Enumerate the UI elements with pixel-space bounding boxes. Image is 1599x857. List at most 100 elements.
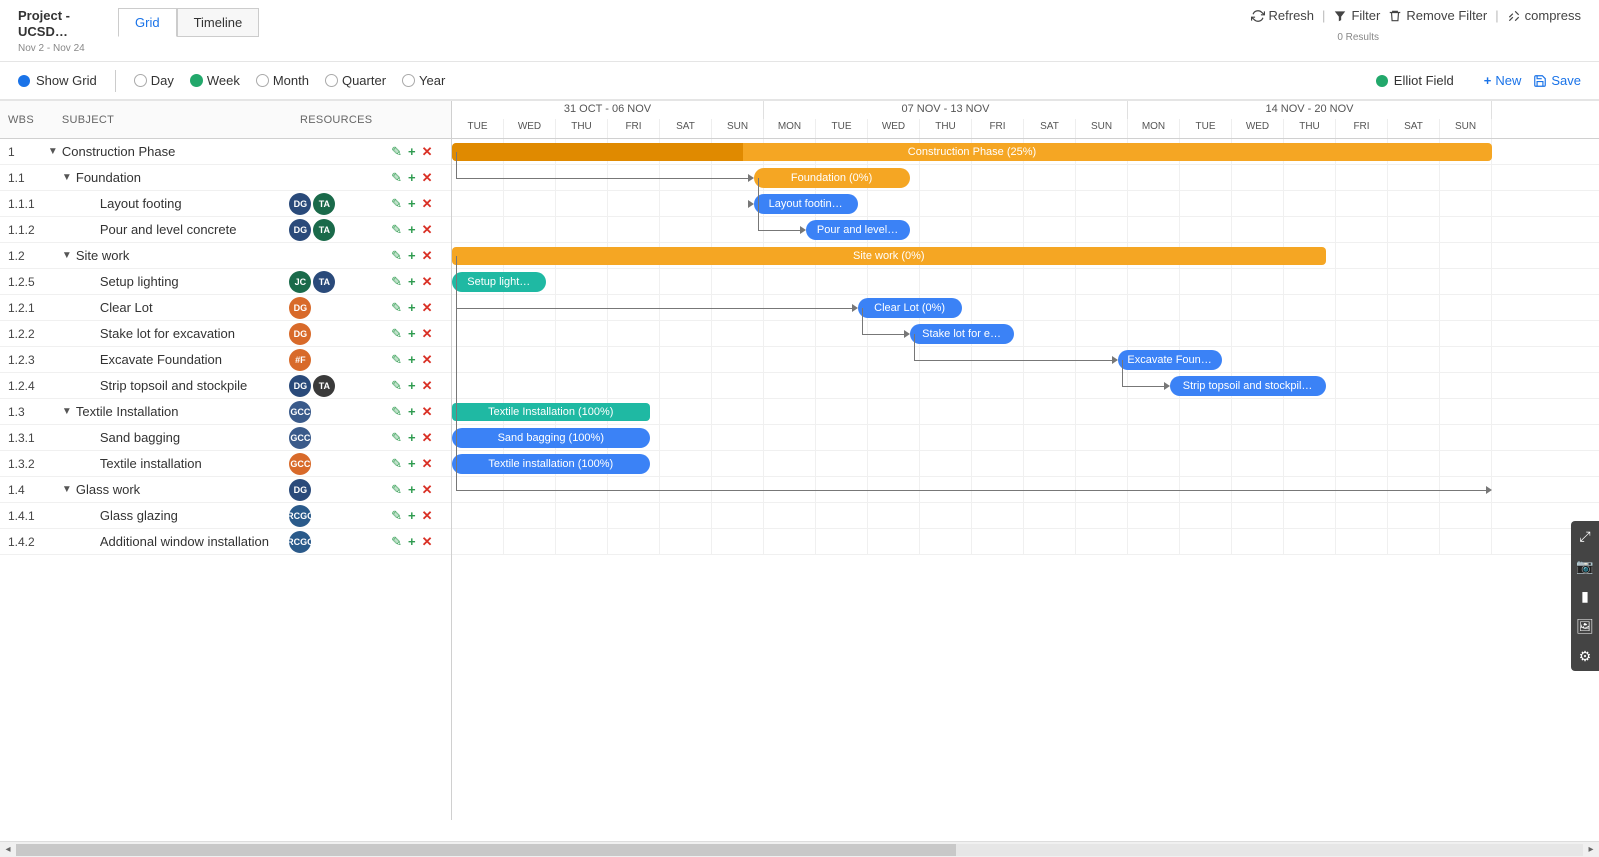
edit-row-icon[interactable]: ✎ <box>391 482 402 498</box>
edit-row-icon[interactable]: ✎ <box>391 144 402 160</box>
add-row-icon[interactable]: + <box>408 196 416 211</box>
del-row-icon[interactable]: ✕ <box>422 534 433 550</box>
add-row-icon[interactable]: + <box>408 222 416 237</box>
del-row-icon[interactable]: ✕ <box>422 508 433 524</box>
add-row-icon[interactable]: + <box>408 534 416 549</box>
del-row-icon[interactable]: ✕ <box>422 300 433 316</box>
grid-row[interactable]: 1.4.2Additional window installationRCGC✎… <box>0 529 451 555</box>
resource-chip[interactable]: DG <box>289 219 311 241</box>
caret-icon[interactable]: ▼ <box>62 484 72 495</box>
grid-row[interactable]: 1.1.2Pour and level concreteDGTA✎+✕ <box>0 217 451 243</box>
scroll-right-icon[interactable]: ▸ <box>1583 844 1599 855</box>
new-button[interactable]: + New <box>1484 73 1522 88</box>
grid-row[interactable]: 1.2.1Clear LotDG✎+✕ <box>0 295 451 321</box>
grid-row[interactable]: 1.4▼Glass workDG✎+✕ <box>0 477 451 503</box>
tool-camera-icon[interactable]: 📷 <box>1571 551 1599 581</box>
gantt-bar[interactable]: Pour and level… <box>806 220 910 240</box>
caret-icon[interactable]: ▼ <box>62 250 72 261</box>
edit-row-icon[interactable]: ✎ <box>391 196 402 212</box>
grid-row[interactable]: 1.3▼Textile InstallationGCC✎+✕ <box>0 399 451 425</box>
caret-icon[interactable]: ▼ <box>62 406 72 417</box>
gantt-bar[interactable]: Excavate Foun… <box>1118 350 1222 370</box>
add-row-icon[interactable]: + <box>408 300 416 315</box>
gantt-bar[interactable]: Foundation (0%) <box>754 168 910 188</box>
del-row-icon[interactable]: ✕ <box>422 274 433 290</box>
del-row-icon[interactable]: ✕ <box>422 404 433 420</box>
grid-row[interactable]: 1.2.3Excavate Foundation#F✎+✕ <box>0 347 451 373</box>
edit-row-icon[interactable]: ✎ <box>391 274 402 290</box>
resource-chip[interactable]: DG <box>289 323 311 345</box>
add-row-icon[interactable]: + <box>408 456 416 471</box>
remove-filter-button[interactable]: Remove Filter <box>1388 8 1487 23</box>
edit-row-icon[interactable]: ✎ <box>391 326 402 342</box>
add-row-icon[interactable]: + <box>408 326 416 341</box>
tab-timeline[interactable]: Timeline <box>177 8 260 37</box>
tool-expand-icon[interactable]: ⤢ <box>1571 521 1599 551</box>
resource-chip[interactable]: RCGC <box>289 531 311 553</box>
del-row-icon[interactable]: ✕ <box>422 222 433 238</box>
gantt-bar[interactable]: Construction Phase (25%) <box>452 143 1492 161</box>
resource-chip[interactable]: TA <box>313 219 335 241</box>
resource-chip[interactable]: DG <box>289 297 311 319</box>
resource-chip[interactable]: RCGC <box>289 505 311 527</box>
edit-row-icon[interactable]: ✎ <box>391 170 402 186</box>
grid-row[interactable]: 1.2.4Strip topsoil and stockpileDGTA✎+✕ <box>0 373 451 399</box>
resource-chip[interactable]: TA <box>313 271 335 293</box>
gantt-bar[interactable]: Sand bagging (100%) <box>452 428 650 448</box>
edit-row-icon[interactable]: ✎ <box>391 430 402 446</box>
scroll-thumb[interactable] <box>16 844 956 856</box>
edit-row-icon[interactable]: ✎ <box>391 300 402 316</box>
resource-chip[interactable]: GCC <box>289 401 311 423</box>
edit-row-icon[interactable]: ✎ <box>391 534 402 550</box>
grid-row[interactable]: 1.3.2Textile installationGCC✎+✕ <box>0 451 451 477</box>
gantt-bar[interactable]: Setup light… <box>452 272 546 292</box>
tool-image-icon[interactable]: 🖼 <box>1571 611 1599 641</box>
time-opt-week[interactable]: Week <box>190 73 240 88</box>
add-row-icon[interactable]: + <box>408 430 416 445</box>
time-opt-month[interactable]: Month <box>256 73 309 88</box>
edit-row-icon[interactable]: ✎ <box>391 352 402 368</box>
resource-chip[interactable]: #F <box>289 349 311 371</box>
show-grid-toggle[interactable]: Show Grid <box>18 73 97 88</box>
add-row-icon[interactable]: + <box>408 508 416 523</box>
grid-row[interactable]: 1▼Construction Phase✎+✕ <box>0 139 451 165</box>
edit-row-icon[interactable]: ✎ <box>391 456 402 472</box>
add-row-icon[interactable]: + <box>408 248 416 263</box>
time-opt-year[interactable]: Year <box>402 73 445 88</box>
caret-icon[interactable]: ▼ <box>48 146 58 157</box>
gantt-bar[interactable]: Clear Lot (0%) <box>858 298 962 318</box>
gantt-bar[interactable]: Stake lot for e… <box>910 324 1014 344</box>
tool-video-icon[interactable]: ▮ <box>1571 581 1599 611</box>
add-row-icon[interactable]: + <box>408 378 416 393</box>
filter-button[interactable]: Filter <box>1333 8 1380 23</box>
gantt-bar[interactable]: Strip topsoil and stockpil… <box>1170 376 1326 396</box>
del-row-icon[interactable]: ✕ <box>422 170 433 186</box>
del-row-icon[interactable]: ✕ <box>422 456 433 472</box>
compress-button[interactable]: compress <box>1507 8 1581 23</box>
save-button[interactable]: Save <box>1533 73 1581 88</box>
del-row-icon[interactable]: ✕ <box>422 430 433 446</box>
edit-row-icon[interactable]: ✎ <box>391 404 402 420</box>
edit-row-icon[interactable]: ✎ <box>391 508 402 524</box>
add-row-icon[interactable]: + <box>408 170 416 185</box>
edit-row-icon[interactable]: ✎ <box>391 222 402 238</box>
edit-row-icon[interactable]: ✎ <box>391 378 402 394</box>
scroll-track[interactable] <box>16 844 1583 856</box>
grid-row[interactable]: 1.1.1Layout footingDGTA✎+✕ <box>0 191 451 217</box>
resource-chip[interactable]: GCC <box>289 453 311 475</box>
add-row-icon[interactable]: + <box>408 352 416 367</box>
resource-chip[interactable]: DG <box>289 193 311 215</box>
resource-chip[interactable]: GCC <box>289 427 311 449</box>
caret-icon[interactable]: ▼ <box>62 172 72 183</box>
del-row-icon[interactable]: ✕ <box>422 482 433 498</box>
tool-settings-icon[interactable]: ⚙ <box>1571 641 1599 671</box>
resource-chip[interactable]: DG <box>289 375 311 397</box>
del-row-icon[interactable]: ✕ <box>422 352 433 368</box>
scroll-left-icon[interactable]: ◂ <box>0 844 16 855</box>
gantt-bar[interactable]: Layout footin… <box>754 194 858 214</box>
gantt-bar[interactable]: Textile installation (100%) <box>452 454 650 474</box>
del-row-icon[interactable]: ✕ <box>422 196 433 212</box>
tab-grid[interactable]: Grid <box>118 8 177 37</box>
resource-chip[interactable]: TA <box>313 193 335 215</box>
horizontal-scrollbar[interactable]: ◂ ▸ <box>0 841 1599 857</box>
